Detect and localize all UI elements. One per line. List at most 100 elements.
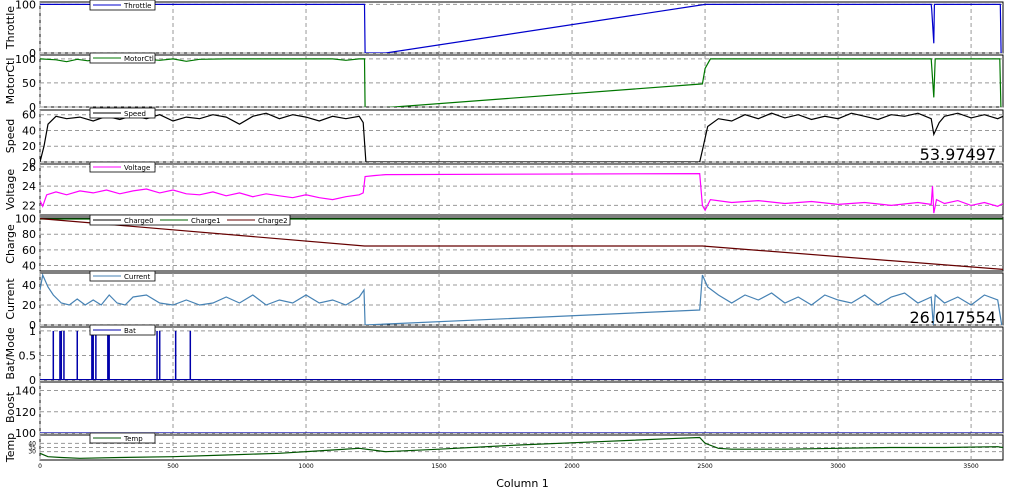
legend: Current — [89, 270, 156, 282]
plot-frame — [39, 54, 1004, 108]
legend-label: Throttle — [123, 2, 151, 10]
y-tick-label: 40 — [22, 124, 36, 137]
legend-box — [89, 432, 156, 444]
y-tick-label: 100 — [15, 53, 36, 66]
legend: Speed — [89, 107, 156, 119]
series-line-charge2 — [40, 218, 1003, 270]
y-tick-label: 60 — [22, 109, 36, 122]
x-tick-label: 1000 — [298, 463, 313, 470]
legend: Temp — [89, 432, 156, 444]
legend-box — [89, 52, 156, 64]
y-axis-label: Charge — [4, 224, 17, 264]
y-tick-label: 40 — [28, 440, 36, 447]
panel-3: 0 20 40 60 Speed Speed 53.97497 — [4, 107, 1004, 169]
series-group — [40, 436, 1003, 459]
y-tick-label: 140 — [15, 385, 36, 398]
legend-label: Charge0 — [124, 217, 154, 225]
value-annotation: 26.017554 — [909, 308, 996, 327]
plot-frame — [39, 163, 1004, 216]
y-tick-label: 35 — [28, 445, 36, 452]
y-tick-label: 20 — [22, 299, 36, 312]
legend: Bat — [89, 324, 156, 336]
y-axis-label: MotorCtl — [4, 58, 17, 105]
y-tick-label: 50 — [22, 77, 36, 90]
series-group — [40, 273, 1003, 325]
plot-frame — [39, 1, 1004, 54]
legend-box — [89, 324, 156, 336]
y-tick-label: 26 — [22, 161, 36, 174]
legend-label: Bat — [124, 327, 136, 335]
x-tick-label: 3500 — [963, 463, 978, 470]
x-tick-label: 0 — [38, 463, 42, 470]
y-tick-label: 24 — [22, 180, 36, 193]
y-tick-label: 100 — [15, 213, 36, 226]
series-group — [40, 330, 1003, 380]
series-line-temp — [40, 436, 1003, 459]
y-axis-label: Speed — [4, 119, 17, 153]
y-axis-label: Voltage — [4, 169, 17, 210]
y-tick-label: 0 — [29, 319, 36, 332]
y-axis-label: Temp — [4, 433, 17, 463]
legend: Voltage — [89, 161, 156, 173]
y-tick-label: 100 — [15, 427, 36, 440]
y-axis-label: Current — [4, 278, 17, 320]
y-tick-label: 60 — [22, 244, 36, 257]
series-group — [40, 3, 1002, 53]
value-annotation: 53.97497 — [920, 145, 996, 164]
y-tick-label: 0.5 — [19, 349, 37, 362]
legend-box — [89, 214, 291, 226]
y-tick-label: 80 — [22, 228, 36, 241]
y-axis-label: Boost — [4, 391, 17, 423]
legend-box — [89, 107, 156, 119]
legend: Charge0 Charge1 Charge2 — [89, 214, 291, 226]
legend-box — [89, 0, 156, 11]
x-tick-label: 500 — [167, 463, 179, 470]
x-tick-label: 3000 — [830, 463, 845, 470]
legend-label: Temp — [123, 435, 143, 443]
y-tick-label: 40 — [22, 260, 36, 273]
panel-6: 0 20 40 Current Current 26.017554 — [4, 270, 1004, 332]
series-line-current — [40, 273, 1003, 325]
legend-label: Charge1 — [191, 217, 221, 225]
y-tick-label: 0 — [29, 374, 36, 387]
plot-frame — [39, 109, 1004, 163]
y-tick-label: 1 — [29, 325, 36, 338]
series-group — [40, 172, 1003, 214]
y-tick-label: 40 — [22, 279, 36, 292]
series-line-throttle — [40, 3, 1002, 53]
y-tick-label: 0 — [29, 101, 36, 114]
y-axis-label: Throttle — [4, 6, 17, 50]
legend-box — [89, 161, 156, 173]
plot-frame — [39, 272, 1004, 326]
y-axis-label: Bat/Mode — [4, 327, 17, 380]
legend-label: Charge2 — [258, 217, 288, 225]
y-tick-label: 22 — [22, 199, 36, 212]
x-tick-label: 2000 — [564, 463, 579, 470]
plot-frame — [39, 381, 1004, 434]
series-line-voltage — [40, 172, 1003, 214]
y-tick-label: 0 — [29, 156, 36, 169]
legend: MotorCtl — [89, 52, 156, 64]
x-axis-label: Column 1 — [496, 477, 549, 490]
legend: Throttle — [89, 0, 156, 11]
legend-label: MotorCtl — [124, 55, 154, 63]
legend-label: Speed — [124, 110, 146, 118]
legend-label: Current — [124, 273, 151, 281]
y-tick-label: 120 — [15, 406, 36, 419]
panel-7: 0 0.5 1 Bat/Mode Bat — [4, 324, 1004, 387]
y-tick-label: 20 — [22, 140, 36, 153]
panel-4: 22 24 26 Voltage Voltage — [4, 161, 1004, 216]
y-tick-label: 30 — [28, 449, 36, 456]
y-tick-label: 0 — [29, 47, 36, 60]
plot-frame — [39, 216, 1004, 272]
legend-box — [89, 270, 156, 282]
y-tick-label: 100 — [15, 0, 36, 11]
x-tick-label: 1500 — [431, 463, 446, 470]
plot-frame — [39, 326, 1004, 381]
